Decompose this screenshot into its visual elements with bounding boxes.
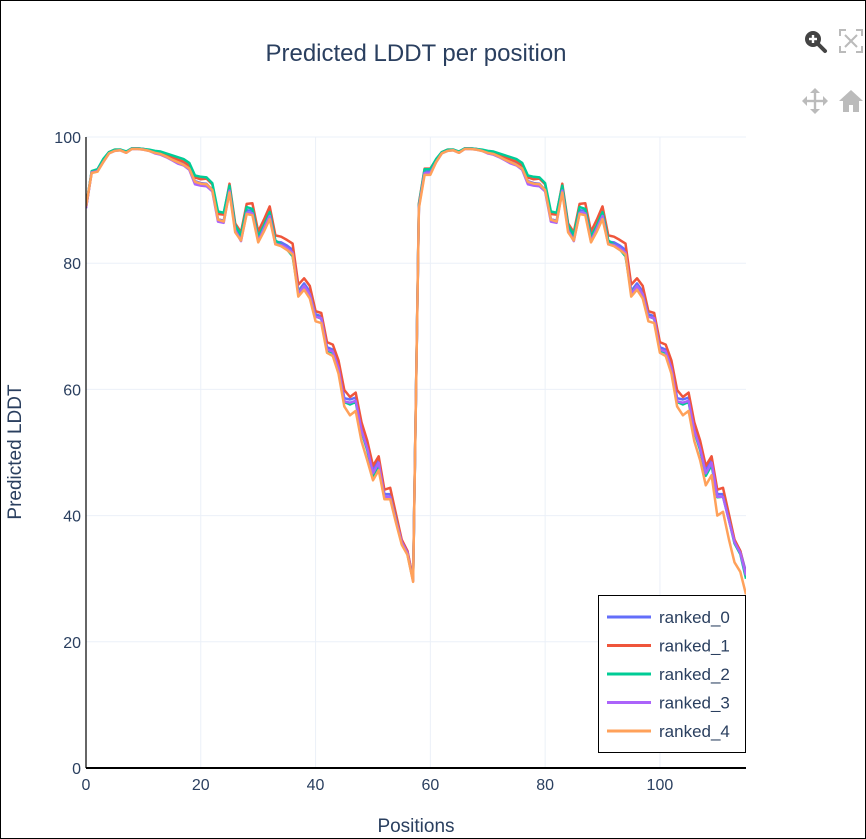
legend-label: ranked_1	[659, 637, 730, 656]
legend[interactable]: ranked_0 ranked_1 ranked_2 ranked_3 ranked_4	[598, 595, 746, 753]
y-tick-label: 20	[63, 635, 81, 652]
legend-label: ranked_3	[659, 694, 730, 713]
autoscale-button[interactable]	[837, 27, 865, 55]
x-axis-label: Positions	[377, 816, 454, 837]
chart-title: Predicted LDDT per position	[265, 40, 566, 67]
series-lines	[86, 147, 746, 595]
zoom-button[interactable]	[801, 27, 829, 55]
y-tick-label: 40	[63, 509, 81, 526]
x-tick-label: 60	[421, 777, 439, 794]
y-axis-label: Predicted LDDT	[5, 384, 26, 520]
y-tick-label: 80	[63, 256, 81, 273]
legend-label: ranked_2	[659, 665, 730, 684]
legend-label: ranked_0	[659, 608, 730, 627]
legend-item-ranked_0[interactable]: ranked_0	[607, 608, 730, 627]
legend-label: ranked_4	[659, 722, 730, 741]
legend-item-ranked_1[interactable]: ranked_1	[607, 637, 730, 656]
autoscale-icon	[839, 29, 863, 53]
home-icon	[839, 90, 863, 112]
pan-arrows-icon	[802, 88, 828, 114]
legend-item-ranked_4[interactable]: ranked_4	[607, 722, 730, 741]
axes: 0 20 40 60 80 100 0 20 40 60 80 100	[54, 130, 746, 794]
y-tick-label: 0	[72, 761, 81, 778]
x-tick-label: 20	[192, 777, 210, 794]
x-tick-label: 80	[536, 777, 554, 794]
x-tick-label: 100	[647, 777, 674, 794]
y-tick-label: 100	[54, 130, 81, 147]
x-tick-label: 0	[82, 777, 91, 794]
pan-button[interactable]	[801, 87, 829, 115]
reset-axes-button[interactable]	[837, 87, 865, 115]
y-tick-label: 60	[63, 382, 81, 399]
x-tick-label: 40	[307, 777, 325, 794]
legend-item-ranked_3[interactable]: ranked_3	[607, 694, 730, 713]
series-line-ranked_4	[86, 147, 746, 595]
zoom-magnifier-icon	[805, 31, 827, 53]
legend-item-ranked_2[interactable]: ranked_2	[607, 665, 730, 684]
